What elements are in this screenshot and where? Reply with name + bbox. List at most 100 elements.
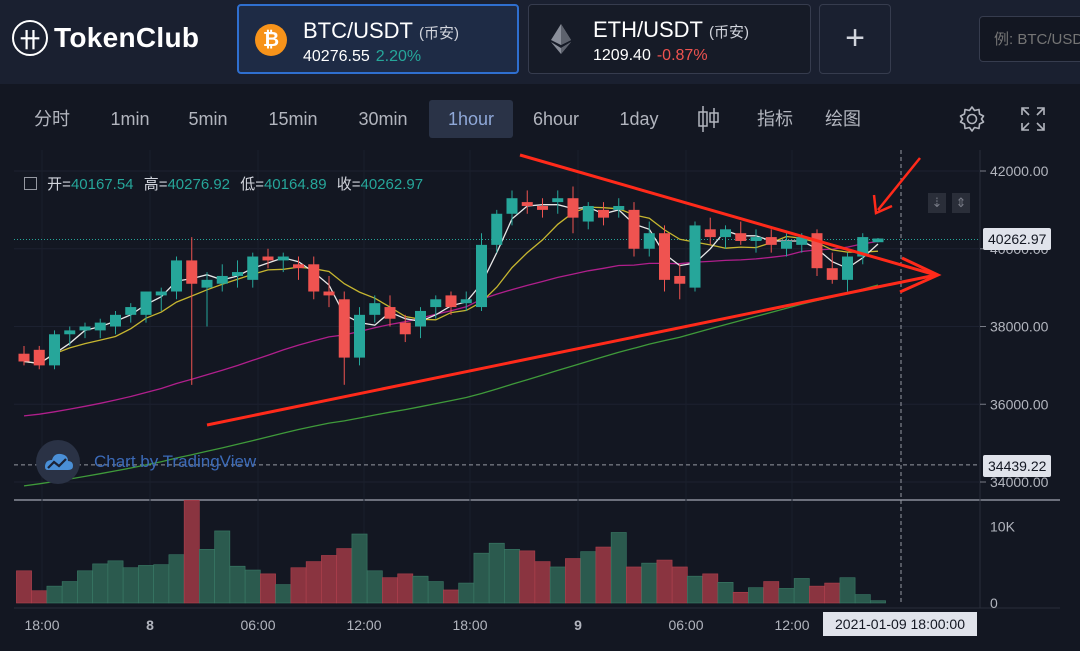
candle-type-icon[interactable] xyxy=(696,104,720,134)
ma-mid-line xyxy=(23,240,879,417)
interval-6hour[interactable]: 6hour xyxy=(532,109,580,129)
interval-1min[interactable]: 1min xyxy=(110,109,150,129)
bitcoin-icon: ₿ xyxy=(255,24,287,56)
volume-bar xyxy=(549,566,566,604)
volume-tick-label: 0 xyxy=(990,595,998,611)
candle-body xyxy=(33,349,45,366)
volume-bar xyxy=(839,577,856,604)
time-tick-label: 06:00 xyxy=(668,617,703,633)
candle-body xyxy=(826,268,838,280)
candle-body xyxy=(277,256,289,261)
time-tick-label: 8 xyxy=(146,617,154,633)
candle-body xyxy=(567,198,579,218)
volume-bar xyxy=(626,566,642,604)
volume-bar xyxy=(229,565,246,604)
candle-body xyxy=(110,314,121,327)
interval-15min[interactable]: 15min xyxy=(268,109,318,129)
ohlc-high-label: 高= xyxy=(143,176,168,193)
candle-body xyxy=(18,353,30,362)
candle-body xyxy=(125,307,137,315)
volume-bar xyxy=(16,570,32,604)
candle-body xyxy=(598,209,609,218)
add-pair-button[interactable]: + xyxy=(819,4,891,74)
logo-icon: 卄 xyxy=(12,20,48,56)
interval-30min[interactable]: 30min xyxy=(358,109,408,129)
volume-bar xyxy=(641,562,658,604)
indicators-button[interactable]: 指标 xyxy=(757,109,793,129)
candle-body xyxy=(537,205,548,210)
collapse-legend-icon[interactable] xyxy=(24,177,37,190)
candle-body xyxy=(399,322,411,335)
scroll-updown-icon[interactable]: ⇕ xyxy=(952,193,970,213)
candle-body xyxy=(811,233,823,269)
volume-bar xyxy=(305,561,322,604)
ohlc-legend: 开=40167.54 高=40276.92 低=40164.89 收=40262… xyxy=(24,173,429,194)
interval-1hour[interactable]: 1hour xyxy=(429,100,513,138)
crosshair-time-label: 2021-01-09 18:00:00 xyxy=(823,612,977,636)
candle-body xyxy=(384,307,396,319)
volume-bar xyxy=(580,551,597,604)
candle-body xyxy=(64,330,76,335)
pair-price: 40276.55 xyxy=(303,48,370,65)
volume-bar xyxy=(824,582,841,604)
candle-body xyxy=(155,291,167,296)
current-price-tag: 40262.97 xyxy=(983,228,1052,250)
interval-1day[interactable]: 1day xyxy=(619,109,659,129)
interval-timeline[interactable]: 分时 xyxy=(34,109,70,129)
candle-body xyxy=(49,334,60,366)
ma-fast-line xyxy=(23,204,879,365)
candle-body xyxy=(476,244,487,308)
volume-bar xyxy=(366,570,383,604)
tradingview-cloud-icon xyxy=(36,440,80,484)
drawing-button[interactable]: 绘图 xyxy=(825,109,861,129)
volume-bar xyxy=(687,575,703,604)
volume-bar xyxy=(244,569,261,604)
interval-5min[interactable]: 5min xyxy=(188,109,228,129)
candle-body xyxy=(643,233,655,249)
pair-tab-btc-usdt[interactable]: ₿ BTC/USDT (币安) 40276.55 2.20% xyxy=(237,4,519,74)
volume-bar xyxy=(610,532,627,604)
volume-bar xyxy=(77,570,93,604)
pair-change: 2.20% xyxy=(375,48,422,65)
ethereum-icon xyxy=(551,24,571,54)
pair-tab-eth-usdt[interactable]: ETH/USDT (币安) 1209.40 -0.87% xyxy=(528,4,811,74)
candle-body xyxy=(354,314,365,358)
ma-short-line xyxy=(23,206,879,365)
candle-body xyxy=(323,291,335,296)
time-tick-label: 9 xyxy=(574,617,582,633)
scroll-down-icon[interactable]: ⇣ xyxy=(928,193,946,213)
volume-bar xyxy=(46,585,63,604)
volume-bar xyxy=(153,564,170,604)
candle-body xyxy=(674,275,686,284)
chart-toolbar: 分时 1min 5min 15min 30min 1hour 6hour 1da… xyxy=(13,92,1080,146)
fullscreen-icon[interactable] xyxy=(1019,105,1047,133)
settings-gear-icon[interactable] xyxy=(957,104,987,134)
time-tick-label: 06:00 xyxy=(240,617,275,633)
dashed-level-tag: 34439.22 xyxy=(983,455,1052,477)
triangle-lower-line xyxy=(206,273,937,427)
pair-symbol: BTC/USDT xyxy=(303,18,413,43)
candle-body xyxy=(338,299,350,358)
volume-bar xyxy=(260,573,276,604)
volume-bar xyxy=(138,565,154,604)
volume-bar xyxy=(397,573,414,604)
candle-body xyxy=(521,202,533,206)
volume-tick-label: 10K xyxy=(990,518,1016,534)
ohlc-open-label: 开= xyxy=(47,176,71,193)
candle-body xyxy=(857,237,869,257)
candle-body xyxy=(369,303,381,315)
candle-body xyxy=(750,237,762,241)
candle-body xyxy=(445,295,457,308)
volume-bar xyxy=(321,555,337,604)
logo[interactable]: 卄 TokenClub xyxy=(12,20,199,56)
price-tick-label: 36000.00 xyxy=(990,396,1049,412)
volume-bar xyxy=(412,575,429,604)
volume-bar xyxy=(809,585,825,604)
volume-bar xyxy=(656,559,673,604)
volume-bar xyxy=(31,590,48,604)
search-input[interactable] xyxy=(979,16,1080,62)
volume-bar xyxy=(168,554,185,604)
triangle-upper-line xyxy=(519,153,937,277)
candle-body xyxy=(872,238,884,243)
